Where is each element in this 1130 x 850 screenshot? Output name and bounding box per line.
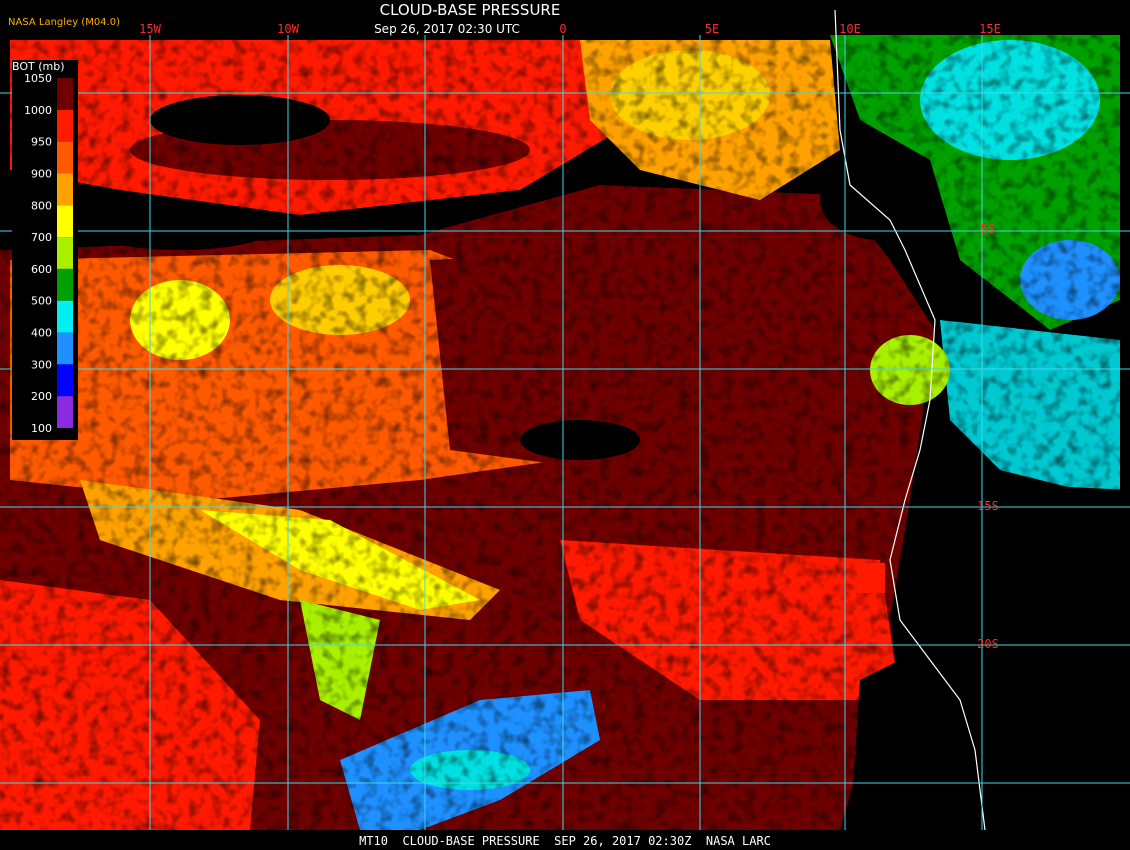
- legend-label: 500: [31, 295, 52, 308]
- longitude-label: 10E: [839, 22, 861, 36]
- footer: MT10 CLOUD-BASE PRESSURE SEP 26, 2017 02…: [359, 834, 771, 848]
- legend-label: 700: [31, 231, 52, 244]
- legend-swatch: [57, 396, 73, 428]
- cloud-field: [0, 35, 1130, 830]
- legend-swatch: [57, 78, 73, 110]
- legend-label: 400: [31, 327, 52, 340]
- coastline: [834, 9, 986, 831]
- latitude-label: 20S: [977, 637, 999, 651]
- legend: BOT (mb) 1050 1000 950 900 800 700 600 500 400 30…: [12, 60, 78, 440]
- latitude-label: 15S: [977, 499, 999, 513]
- timestamp: Sep 26, 2017 02:30 UTC: [374, 22, 520, 36]
- graticule: [0, 35, 1130, 830]
- cloud-region: [857, 563, 885, 593]
- legend-label: 950: [31, 136, 52, 149]
- longitude-label: 5E: [705, 22, 719, 36]
- longitude-labels: 15W 10W 0 5E 10E 15E: [139, 22, 1001, 36]
- longitude-label: 10W: [277, 22, 299, 36]
- legend-label: 900: [31, 167, 52, 180]
- cloud-texture: [0, 35, 1130, 830]
- legend-label: 600: [31, 263, 52, 276]
- latitude-label: 5S: [981, 222, 995, 236]
- legend-swatch: [57, 300, 73, 333]
- legend-label: 800: [31, 199, 52, 212]
- legend-swatch: [57, 364, 73, 397]
- legend-swatch: [57, 141, 73, 174]
- legend-label: 100: [31, 422, 52, 435]
- legend-swatch: [57, 173, 73, 206]
- longitude-label: 15E: [979, 22, 1001, 36]
- legend-label: 300: [31, 358, 52, 371]
- title: CLOUD-BASE PRESSURE: [380, 1, 561, 19]
- legend-swatch: [57, 268, 73, 301]
- legend-label: 1000: [24, 104, 52, 117]
- legend-swatch: [57, 332, 73, 365]
- footer-bg: [0, 830, 1130, 850]
- legend-swatch: [57, 109, 73, 142]
- legend-swatch: [57, 237, 73, 269]
- latitude-labels: 5S 15S 20S: [977, 222, 999, 651]
- legend-label: 200: [31, 390, 52, 403]
- legend-title: BOT (mb): [12, 60, 65, 73]
- legend-swatch: [57, 205, 73, 238]
- longitude-label: 0: [559, 22, 566, 36]
- legend-label: 1050: [24, 72, 52, 85]
- longitude-label: 15W: [139, 22, 161, 36]
- source-label: NASA Langley (M04.0): [8, 17, 120, 28]
